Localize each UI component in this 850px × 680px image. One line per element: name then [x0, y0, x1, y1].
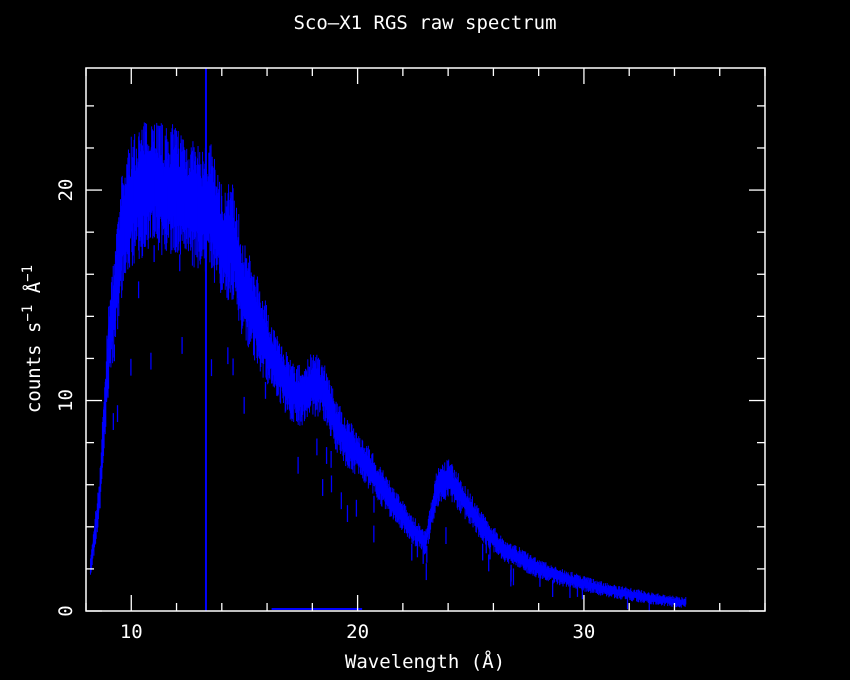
x-tick-label: 20 — [346, 621, 369, 643]
y-label-text-2: Å — [22, 281, 45, 304]
y-axis-label: counts s−1 Å−1 — [20, 265, 45, 413]
y-tick-label: 0 — [55, 605, 77, 616]
marker-lines — [204, 68, 363, 611]
x-axis-label: Wavelength (Å) — [345, 650, 505, 673]
axis-ticks — [85, 68, 766, 612]
plot-frame — [85, 67, 766, 612]
y-tick-label: 10 — [55, 389, 77, 412]
chart-title: Sco—X1 RGS raw spectrum — [293, 12, 556, 34]
y-tick-label: 20 — [55, 179, 77, 202]
axis-tick-labels: 10 20 30 0 10 20 — [55, 179, 595, 643]
spectrum-line — [89, 144, 687, 604]
y-label-sup-2: −1 — [20, 265, 36, 282]
x-tick-label: 30 — [572, 621, 595, 643]
y-label-text-1: counts s — [23, 322, 45, 414]
x-tick-label: 10 — [120, 621, 143, 643]
y-label-sup-1: −1 — [20, 305, 36, 322]
spectrum-series — [89, 122, 687, 612]
